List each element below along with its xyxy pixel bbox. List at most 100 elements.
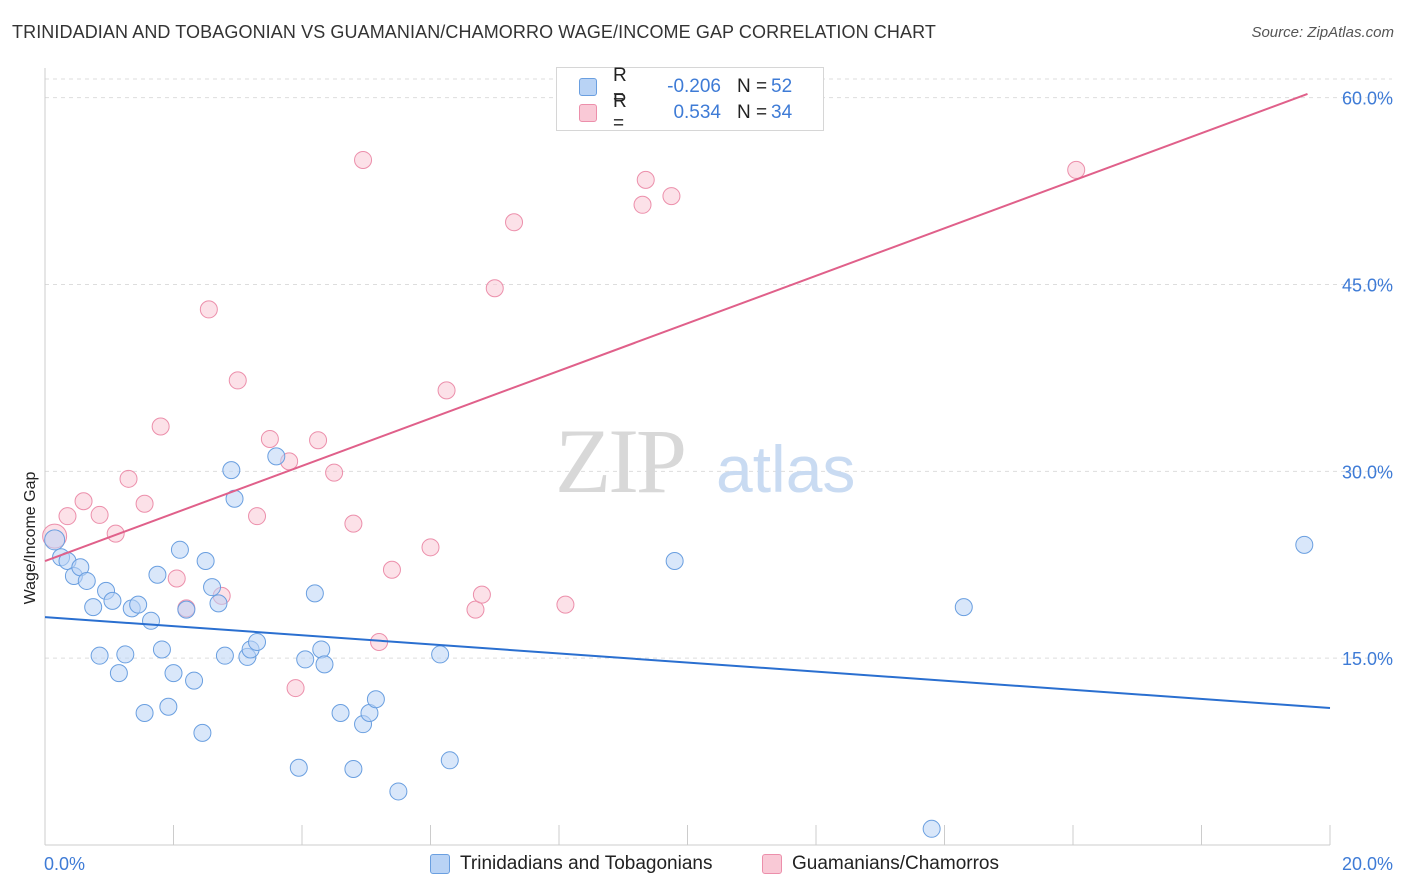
point-trinidadian (248, 632, 267, 651)
r-value: -0.206 (667, 76, 721, 97)
point-trinidadian (185, 671, 204, 690)
stats-row-guamanians: R = 0.534 N = 34 (579, 91, 793, 134)
point-trinidadian (440, 751, 459, 770)
point-trinidadian (152, 640, 171, 659)
point-guamanian (119, 469, 138, 488)
point-trinidadian (84, 598, 103, 617)
trend-lines (44, 93, 1331, 709)
point-trinidadian (289, 758, 308, 777)
point-trinidadian (90, 646, 109, 665)
point-guamanian (556, 595, 575, 614)
legend-label-guamanians: Guamanians/Chamorros (792, 853, 999, 874)
point-guamanian (472, 585, 491, 604)
trend-line-trinidadians (44, 616, 1331, 709)
point-guamanian (382, 560, 401, 579)
point-trinidadian (1295, 535, 1314, 554)
point-guamanian (74, 492, 93, 511)
source-label: Source: ZipAtlas.com (1251, 24, 1394, 41)
y-tick-label: 45.0% (1342, 276, 1393, 296)
point-trinidadian (203, 578, 222, 597)
legend-swatch-pink (762, 854, 782, 874)
r-label: R = (613, 91, 627, 134)
legend-label-trinidadians: Trinidadians and Tobagonians (460, 853, 713, 874)
n-label: N = (737, 102, 768, 123)
r-value: 0.534 (668, 102, 721, 123)
point-guamanian (354, 150, 373, 169)
point-guamanian (505, 213, 524, 232)
point-guamanian (248, 507, 267, 526)
point-trinidadian (665, 552, 684, 571)
swatch-blue (579, 78, 597, 96)
point-trinidadian (315, 655, 334, 674)
point-guamanian (636, 170, 655, 189)
point-guamanian (1067, 160, 1086, 179)
point-trinidadian (193, 723, 212, 742)
point-guamanian (437, 381, 456, 400)
point-trinidadian (312, 640, 331, 659)
watermark: ZIP atlas (555, 410, 855, 512)
chart-title: TRINIDADIAN AND TOBAGONIAN VS GUAMANIAN/… (12, 22, 936, 42)
point-guamanian (106, 524, 125, 543)
point-trinidadian (135, 703, 154, 722)
point-guamanian (662, 187, 681, 206)
watermark-atlas: atlas (716, 432, 855, 506)
legend-item-guamanians: Guamanians/Chamorros (762, 852, 999, 876)
point-guamanian (151, 417, 170, 436)
n-value: 52 (771, 76, 793, 97)
point-trinidadian (103, 591, 122, 610)
point-trinidadian (296, 650, 315, 669)
legend-swatch-blue (430, 854, 450, 874)
tick-labels: 15.0% 30.0% 45.0% 60.0% 0.0% 20.0% (44, 89, 1393, 874)
point-trinidadian (196, 552, 215, 571)
y-axis-label: Wage/Income Gap (22, 472, 39, 605)
point-trinidadian (344, 760, 363, 779)
point-guamanian (260, 429, 279, 448)
point-trinidadian (170, 540, 189, 559)
point-trinidadian (209, 594, 228, 613)
point-trinidadian (922, 819, 941, 838)
watermark-zip: ZIP (555, 410, 684, 512)
point-trinidadian (148, 565, 167, 584)
y-tick-label: 60.0% (1342, 89, 1393, 109)
y-tick-label: 30.0% (1342, 462, 1393, 482)
point-guamanian (633, 195, 652, 214)
point-trinidadian (177, 600, 196, 619)
stats-legend: R = -0.206 N = 52 R = 0.534 N = 34 (556, 65, 824, 134)
series-trinidadians-points (44, 447, 1314, 838)
point-trinidadian (366, 690, 385, 709)
point-trinidadian (305, 584, 324, 603)
stats-row-trinidadians: R = -0.206 N = 52 (579, 65, 793, 108)
point-trinidadian (77, 571, 96, 590)
point-guamanian (199, 300, 218, 319)
point-trinidadian (142, 611, 161, 630)
y-tick-label: 15.0% (1342, 649, 1393, 669)
point-guamanian (344, 514, 363, 533)
point-trinidadian (267, 447, 286, 466)
point-guamanian (90, 505, 109, 524)
n-label: N = (737, 76, 768, 97)
point-guamanian (309, 431, 328, 450)
point-trinidadian (222, 461, 241, 480)
point-guamanian (325, 463, 344, 482)
point-trinidadian (116, 645, 135, 664)
legend-item-trinidadians: Trinidadians and Tobagonians (430, 852, 712, 876)
point-guamanian (286, 679, 305, 698)
r-label: R = (613, 65, 627, 108)
x-tick-label: 20.0% (1342, 854, 1393, 874)
n-value: 34 (771, 102, 793, 123)
trend-line-guamanians (44, 93, 1308, 562)
grid-lines (45, 78, 1392, 659)
point-guamanian (485, 279, 504, 298)
point-trinidadian (954, 598, 973, 617)
point-guamanian (466, 600, 485, 619)
swatch-pink (579, 104, 597, 122)
point-trinidadian (331, 703, 350, 722)
axes (44, 68, 1331, 846)
point-trinidadian (389, 782, 408, 801)
point-guamanian (421, 538, 440, 557)
point-trinidadian (44, 529, 66, 551)
point-guamanian (58, 507, 77, 526)
point-trinidadian (109, 664, 128, 683)
point-trinidadian (215, 646, 234, 665)
